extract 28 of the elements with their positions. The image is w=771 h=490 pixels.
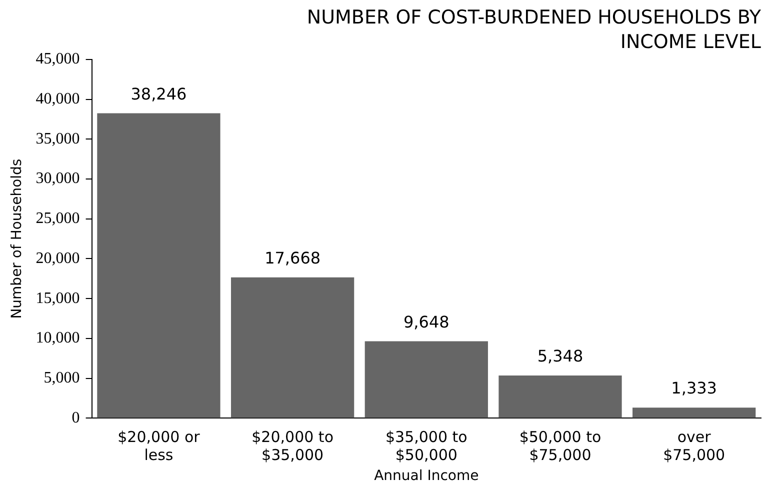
x-tick-label: $20,000 or less bbox=[118, 428, 201, 464]
data-label: 1,333 bbox=[671, 378, 717, 398]
y-tick-label: 5,000 bbox=[44, 370, 80, 387]
bar bbox=[632, 408, 756, 418]
x-axis-title: Annual Income bbox=[374, 468, 479, 484]
bar bbox=[498, 376, 622, 418]
bar bbox=[230, 277, 354, 418]
x-tick-label: $20,000 to $35,000 bbox=[252, 428, 334, 464]
y-tick-label: 15,000 bbox=[36, 290, 80, 307]
data-label: 9,648 bbox=[403, 312, 450, 332]
bar bbox=[97, 113, 220, 418]
y-tick-label: 45,000 bbox=[36, 50, 80, 68]
data-label: 17,668 bbox=[264, 248, 321, 268]
y-tick-label: 20,000 bbox=[36, 250, 80, 267]
x-tick-label: $50,000 to $75,000 bbox=[519, 428, 602, 464]
data-label: 38,246 bbox=[130, 84, 187, 104]
x-tick-label: $35,000 to $50,000 bbox=[385, 428, 468, 464]
y-tick-label: 10,000 bbox=[36, 330, 80, 347]
data-label: 5,348 bbox=[537, 346, 584, 366]
y-tick-label: 40,000 bbox=[36, 90, 80, 108]
y-tick-label: 25,000 bbox=[36, 210, 80, 228]
bar bbox=[364, 341, 488, 418]
y-tick-label: 30,000 bbox=[36, 170, 80, 188]
chart-title: NUMBER OF COST-BURDENED HOUSEHOLDS BY INCOME LEVEL bbox=[306, 6, 762, 53]
x-tick-label: over $75,000 bbox=[663, 428, 726, 464]
y-tick-label: 0 bbox=[72, 409, 80, 426]
y-tick-label: 35,000 bbox=[36, 130, 80, 148]
y-axis-title: Number of Households bbox=[9, 158, 26, 319]
